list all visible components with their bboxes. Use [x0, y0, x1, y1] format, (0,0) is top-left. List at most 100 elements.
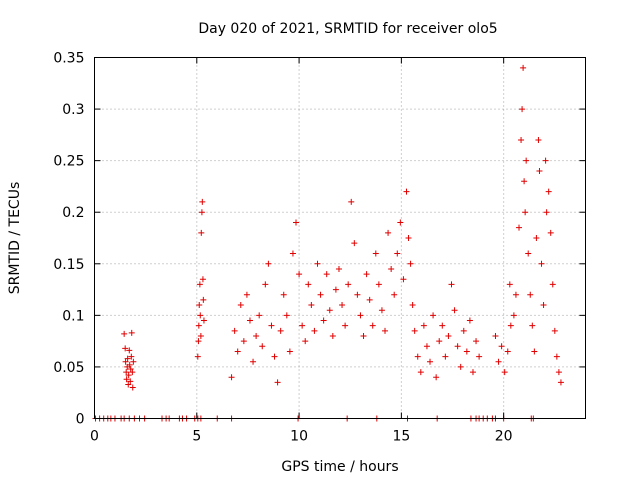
data-point [397, 219, 404, 226]
data-point [529, 322, 536, 329]
data-point [372, 250, 379, 257]
data-point [198, 209, 205, 216]
x-tick-label: 15 [392, 429, 410, 445]
data-point [195, 322, 202, 329]
data-point [332, 286, 339, 293]
data-point [504, 348, 511, 355]
data-point [130, 358, 137, 365]
data-point [317, 291, 324, 298]
x-tick-label: 20 [495, 429, 513, 445]
data-point [545, 188, 552, 195]
data-point [507, 322, 514, 329]
data-point [451, 307, 458, 314]
data-point [516, 224, 523, 231]
data-point [360, 332, 367, 339]
data-point [394, 250, 401, 257]
y-tick-label: 0.05 [53, 360, 84, 376]
data-point [417, 369, 424, 376]
data-point [378, 307, 385, 314]
data-point [231, 327, 238, 334]
data-point [200, 296, 207, 303]
y-tick-label: 0.25 [53, 154, 84, 170]
data-point [527, 291, 534, 298]
data-point [259, 343, 266, 350]
data-point [531, 348, 538, 355]
data-point [388, 265, 395, 272]
data-point [250, 358, 257, 365]
data-point [476, 353, 483, 360]
data-point [457, 363, 464, 370]
data-point [271, 353, 278, 360]
data-point [469, 369, 476, 376]
data-point [375, 281, 382, 288]
data-point [351, 240, 358, 247]
data-point [518, 137, 525, 144]
data-point [551, 327, 558, 334]
data-point [302, 338, 309, 345]
data-point [423, 343, 430, 350]
data-point [454, 343, 461, 350]
data-point [240, 338, 247, 345]
data-point [199, 276, 206, 283]
data-point [442, 353, 449, 360]
data-point [243, 291, 250, 298]
data-point [129, 369, 136, 376]
data-point [320, 317, 327, 324]
data-point [237, 302, 244, 309]
x-tick-label: 5 [192, 429, 201, 445]
data-point [523, 157, 530, 164]
data-point [283, 312, 290, 319]
x-tick-label: 0 [90, 429, 99, 445]
data-point [280, 291, 287, 298]
data-point [555, 369, 562, 376]
data-point [414, 353, 421, 360]
data-point [314, 260, 321, 267]
data-point [409, 302, 416, 309]
data-point [268, 322, 275, 329]
data-point [265, 260, 272, 267]
x-axis-ticks: 0 5 10 15 20 [90, 57, 513, 445]
data-point [460, 327, 467, 334]
data-point [124, 355, 131, 362]
data-point [293, 219, 300, 226]
data-point [391, 291, 398, 298]
data-point [363, 271, 370, 278]
data-point [357, 312, 364, 319]
data-point [466, 317, 473, 324]
data-point [256, 312, 263, 319]
data-point [521, 178, 528, 185]
data-point [195, 338, 202, 345]
data-point [535, 137, 542, 144]
x-axis-label: GPS time / hours [281, 459, 398, 475]
data-point [121, 330, 128, 337]
data-point [536, 167, 543, 174]
data-point [128, 329, 135, 336]
data-point [125, 381, 132, 388]
data-point [385, 229, 392, 236]
data-point [543, 209, 550, 216]
data-point [126, 361, 133, 368]
data-point [348, 198, 355, 205]
data-point [125, 372, 132, 379]
data-point [506, 281, 513, 288]
plot-frame [94, 57, 586, 419]
data-point [519, 106, 526, 113]
x-tick-label: 10 [290, 429, 308, 445]
y-tick-label: 0.2 [62, 205, 84, 221]
data-point [129, 384, 136, 391]
data-point [311, 327, 318, 334]
y-axis-ticks: 0 0.05 0.1 0.15 0.2 0.25 0.3 0.35 [53, 51, 586, 428]
data-point [286, 348, 293, 355]
data-point [128, 353, 135, 360]
data-point [538, 260, 545, 267]
data-point [533, 235, 540, 241]
data-point [520, 64, 527, 71]
data-point [296, 271, 303, 278]
data-point [123, 369, 130, 376]
data-point [228, 374, 235, 381]
data-point [198, 229, 205, 236]
data-point [436, 338, 443, 345]
data-point [197, 332, 204, 339]
